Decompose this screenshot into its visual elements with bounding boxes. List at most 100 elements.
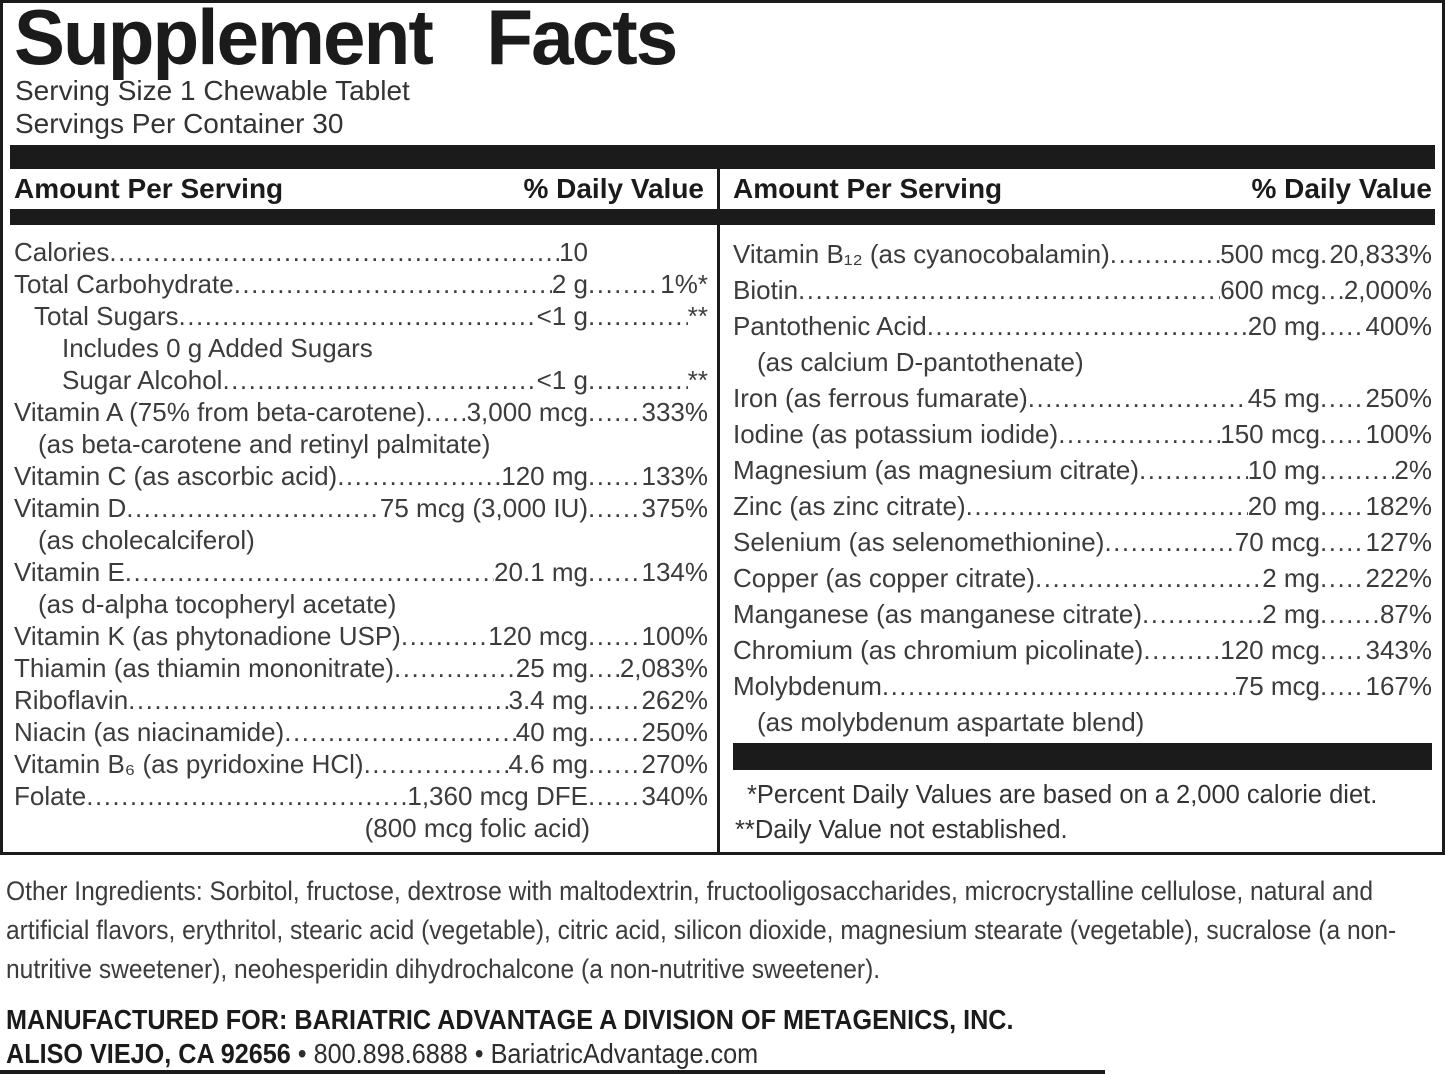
manufacturer-phone-website: • 800.898.6888 • BariatricAdvantage.com — [290, 1038, 759, 1069]
nutrient-row: Selenium (as selenomethionine)..........… — [733, 524, 1432, 560]
nutrient-row: Folate..................................… — [14, 780, 708, 812]
dot-leader-text: ........................................… — [109, 237, 559, 267]
dot-leader: ........................................… — [401, 620, 488, 652]
dot-leader-text: ........................................… — [1320, 383, 1366, 413]
dot-leader-text: ........................................… — [394, 653, 516, 683]
nutrient-daily-value: ** — [687, 301, 708, 331]
dot-leader-text: ........................................… — [222, 365, 537, 395]
nutrient-daily-value: 375% — [641, 493, 709, 523]
dot-leader: ........................................… — [927, 308, 1248, 344]
nutrient-daily-value: 250% — [1365, 383, 1433, 413]
nutrient-label: Vitamin B₁₂ (as cyanocobalamin) — [733, 239, 1110, 269]
dot-leader: ........................................… — [966, 488, 1248, 524]
daily-value-cell: ........................................… — [588, 364, 708, 396]
dot-leader-text: ........................................… — [1320, 491, 1366, 521]
nutrient-daily-value: 400% — [1365, 311, 1433, 341]
manufacturer-contact-line: ALISO VIEJO, CA 92656 • 800.898.6888 • B… — [6, 1038, 758, 1070]
dot-leader-text: ........................................… — [588, 781, 642, 811]
nutrient-column-left: Calories................................… — [14, 236, 708, 844]
nutrient-row: Vitamin C (as ascorbic acid)............… — [14, 460, 708, 492]
daily-value-cell: ........................................… — [588, 780, 708, 812]
nutrient-daily-value: 182% — [1365, 491, 1433, 521]
dot-leader-text: ........................................… — [1109, 239, 1220, 269]
dot-leader-text: ........................................… — [1320, 527, 1366, 557]
dot-leader: ........................................… — [588, 652, 620, 684]
nutrient-amount: 45 mg — [1247, 383, 1320, 413]
dot-leader: ........................................… — [1320, 668, 1366, 704]
nutrient-row: Manganese (as manganese citrate)........… — [733, 596, 1432, 632]
nutrient-amount: 20 mg — [1247, 311, 1320, 341]
dot-leader-text: ........................................… — [1035, 563, 1262, 593]
nutrient-label: Selenium (as selenomethionine) — [733, 527, 1105, 557]
dot-leader: ........................................… — [588, 268, 660, 300]
dot-leader-text: ........................................… — [588, 365, 688, 395]
daily-value-cell: ........................................… — [1320, 524, 1432, 560]
dot-leader: ........................................… — [1320, 416, 1366, 452]
dot-leader: ........................................… — [425, 396, 466, 428]
daily-value-cell: ........................................… — [1320, 308, 1432, 344]
nutrient-amount: 10 mg — [1247, 455, 1320, 485]
dot-leader: ........................................… — [588, 396, 642, 428]
nutrient-amount: 150 mcg — [1220, 419, 1320, 449]
dot-leader-text: ........................................… — [588, 269, 660, 299]
nutrient-row: Sugar Alcohol...........................… — [14, 364, 708, 396]
nutrient-amount: 25 mg — [515, 653, 588, 683]
nutrient-label: Vitamin B₆ (as pyridoxine HCl) — [14, 749, 364, 779]
dot-leader: ........................................… — [588, 748, 642, 780]
dot-leader: ........................................… — [1320, 560, 1366, 596]
nutrient-row: Magnesium (as magnesium citrate)........… — [733, 452, 1432, 488]
dot-leader: ........................................… — [364, 748, 509, 780]
left-column-header: Amount Per Serving % Daily Value — [14, 173, 704, 207]
daily-value-cell: ........................................… — [1320, 452, 1432, 488]
nutrient-row: Iodine (as potassium iodide)............… — [733, 416, 1432, 452]
nutrient-label: Riboflavin — [14, 685, 129, 715]
nutrient-amount: 500 mcg — [1220, 239, 1320, 269]
dot-leader: ........................................… — [1142, 596, 1262, 632]
dot-leader-text: ........................................… — [588, 717, 642, 747]
nutrient-label: (as cholecalciferol) — [38, 525, 255, 555]
dot-leader-text: ........................................… — [588, 749, 642, 779]
dot-leader: ........................................… — [882, 668, 1235, 704]
nutrient-row: Molybdenum..............................… — [733, 668, 1432, 704]
daily-value-cell: ........................................… — [588, 556, 708, 588]
daily-value-cell: ........................................… — [1320, 560, 1432, 596]
daily-value-cell: ........................................… — [588, 652, 708, 684]
nutrient-daily-value: 134% — [641, 557, 709, 587]
nutrient-label: Molybdenum — [733, 671, 882, 701]
nutrient-daily-value: 127% — [1365, 527, 1433, 557]
nutrient-daily-value: ** — [687, 365, 708, 395]
nutrient-daily-value: 2,000% — [1343, 275, 1432, 305]
nutrient-row: Vitamin D...............................… — [14, 492, 708, 524]
dot-leader: ........................................… — [284, 716, 516, 748]
daily-value-cell: ........................................… — [588, 620, 708, 652]
dot-leader-text: ........................................… — [798, 275, 1221, 305]
dot-leader: ........................................… — [588, 460, 642, 492]
nutrient-row: Vitamin A (75% from beta-carotene)......… — [14, 396, 708, 428]
dot-leader-text: ........................................… — [1320, 275, 1344, 305]
nutrient-daily-value: 250% — [641, 717, 709, 747]
dot-leader-text: ........................................… — [1320, 455, 1394, 485]
dot-leader-text: ........................................… — [284, 717, 516, 747]
nutrient-label: Magnesium (as magnesium citrate) — [733, 455, 1140, 485]
dot-leader-text: ........................................… — [1320, 563, 1366, 593]
dot-leader: ........................................… — [798, 272, 1220, 308]
dot-leader: ........................................… — [588, 364, 688, 396]
daily-value-cell: ........................................… — [1320, 236, 1432, 272]
dot-leader-text: ........................................… — [926, 311, 1248, 341]
daily-value-cell: ........................................… — [1320, 272, 1432, 308]
nutrient-label: Includes 0 g Added Sugars — [62, 333, 373, 363]
amount-per-serving-header: Amount Per Serving — [733, 173, 1003, 204]
amount-per-serving-header: Amount Per Serving — [14, 173, 284, 204]
nutrient-label: Pantothenic Acid — [733, 311, 927, 341]
nutrient-label: Chromium (as chromium picolinate) — [733, 635, 1144, 665]
dot-leader: ........................................… — [128, 684, 508, 716]
nutrient-amount: 4.6 mg — [508, 749, 589, 779]
dot-leader: ........................................… — [588, 300, 688, 332]
dot-leader-text: ........................................… — [1139, 455, 1248, 485]
dot-leader-text: ........................................… — [1104, 527, 1235, 557]
nutrient-label: Folate — [14, 781, 87, 811]
dot-leader-text: ........................................… — [588, 397, 642, 427]
nutrient-label: (as d-alpha tocopheryl acetate) — [38, 589, 397, 619]
dot-leader: ........................................… — [1110, 236, 1220, 272]
dot-leader-text: ........................................… — [363, 749, 509, 779]
